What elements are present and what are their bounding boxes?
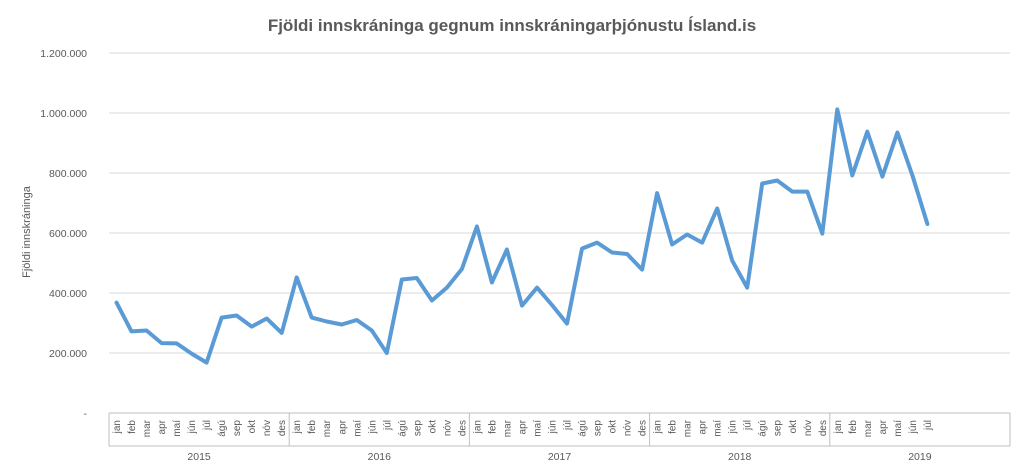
y-tick-label: 600.000 bbox=[49, 228, 87, 240]
x-tick-label: ágú bbox=[758, 420, 769, 437]
x-tick-label: mar bbox=[683, 419, 694, 437]
chart-title: Fjöldi innskráninga gegnum innskráningar… bbox=[268, 16, 756, 35]
x-tick-label: maí bbox=[532, 420, 543, 437]
x-tick-label: apr bbox=[157, 419, 168, 434]
x-tick-label: okt bbox=[427, 420, 438, 434]
series-layer bbox=[114, 107, 930, 365]
x-tick-label: jún bbox=[547, 420, 558, 434]
x-tick-label: júl bbox=[563, 420, 574, 431]
x-tick-label: nóv bbox=[623, 420, 634, 436]
x-tick-label: okt bbox=[247, 420, 258, 434]
x-tick-label: maí bbox=[172, 420, 183, 437]
x-tick-label: nóv bbox=[803, 420, 814, 436]
year-label: 2019 bbox=[908, 451, 932, 463]
x-tick-label: ágú bbox=[578, 420, 589, 437]
y-tick-label: 800.000 bbox=[49, 168, 87, 180]
x-tick-label: apr bbox=[337, 419, 348, 434]
x-tick-label: júl bbox=[382, 420, 393, 431]
x-tick-label: feb bbox=[127, 420, 138, 434]
x-tick-label: feb bbox=[668, 420, 679, 434]
x-tick-label: des bbox=[818, 420, 829, 436]
year-label: 2018 bbox=[728, 451, 752, 463]
x-tick-label: sep bbox=[412, 420, 423, 437]
x-tick-label: jan bbox=[472, 420, 483, 434]
y-axis-label: Fjöldi innskráninga bbox=[21, 185, 33, 278]
x-tick-label: jún bbox=[187, 420, 198, 434]
gridlines bbox=[109, 52, 1010, 354]
x-tick-label: mar bbox=[142, 419, 153, 437]
x-tick-label: maí bbox=[893, 420, 904, 437]
x-tick-label: des bbox=[457, 420, 468, 436]
y-tick-label: 1.200.000 bbox=[40, 48, 87, 60]
x-tick-label: des bbox=[277, 420, 288, 436]
x-tick-label: feb bbox=[307, 420, 318, 434]
x-tick-label: júl bbox=[202, 420, 213, 431]
y-tick-label: - bbox=[84, 408, 88, 420]
x-tick-label: apr bbox=[878, 419, 889, 434]
x-tick-label: des bbox=[638, 420, 649, 436]
x-tick-label: júl bbox=[743, 420, 754, 431]
y-tick-label: 1.000.000 bbox=[40, 108, 87, 120]
x-tick-label: maí bbox=[352, 420, 363, 437]
x-tick-label: apr bbox=[517, 419, 528, 434]
x-tick-label: mar bbox=[322, 419, 333, 437]
x-tick-label: okt bbox=[608, 420, 619, 434]
year-label: 2017 bbox=[548, 451, 572, 463]
y-tick-label: 400.000 bbox=[49, 288, 87, 300]
x-tick-label: jún bbox=[728, 420, 739, 434]
x-tick-label: jan bbox=[292, 420, 303, 434]
x-tick-label: ágú bbox=[217, 420, 228, 437]
x-tick-label: sep bbox=[773, 420, 784, 437]
x-tick-label: maí bbox=[713, 420, 724, 437]
x-tick-label: jan bbox=[653, 420, 664, 434]
x-tick-label: júl bbox=[923, 420, 934, 431]
x-tick-label: nóv bbox=[442, 420, 453, 436]
x-tick-label: feb bbox=[487, 420, 498, 434]
x-tick-label: sep bbox=[593, 420, 604, 437]
x-tick-label: feb bbox=[848, 420, 859, 434]
series-line bbox=[114, 107, 930, 365]
x-tick-label: jan bbox=[833, 420, 844, 434]
x-tick-label: apr bbox=[698, 419, 709, 434]
year-label: 2016 bbox=[368, 451, 392, 463]
x-tick-label: sep bbox=[232, 420, 243, 437]
x-tick-label: okt bbox=[788, 420, 799, 434]
x-tick-label: jún bbox=[908, 420, 919, 434]
x-tick-label: jún bbox=[367, 420, 378, 434]
year-label: 2015 bbox=[187, 451, 211, 463]
x-tick-label: ágú bbox=[397, 420, 408, 437]
x-axis: jan feb mar apr maí jún júl ágú sep okt nóv des jan f… bbox=[108, 412, 1011, 463]
x-tick-label: jan bbox=[112, 420, 123, 434]
x-tick-label: mar bbox=[502, 419, 513, 437]
x-tick-label: mar bbox=[863, 419, 874, 437]
y-axis-ticks: - 200.000 400.000 600.000 800.000 1.000.000 1.… bbox=[40, 48, 87, 420]
x-tick-label: nóv bbox=[262, 420, 273, 436]
y-tick-label: 200.000 bbox=[49, 348, 87, 360]
